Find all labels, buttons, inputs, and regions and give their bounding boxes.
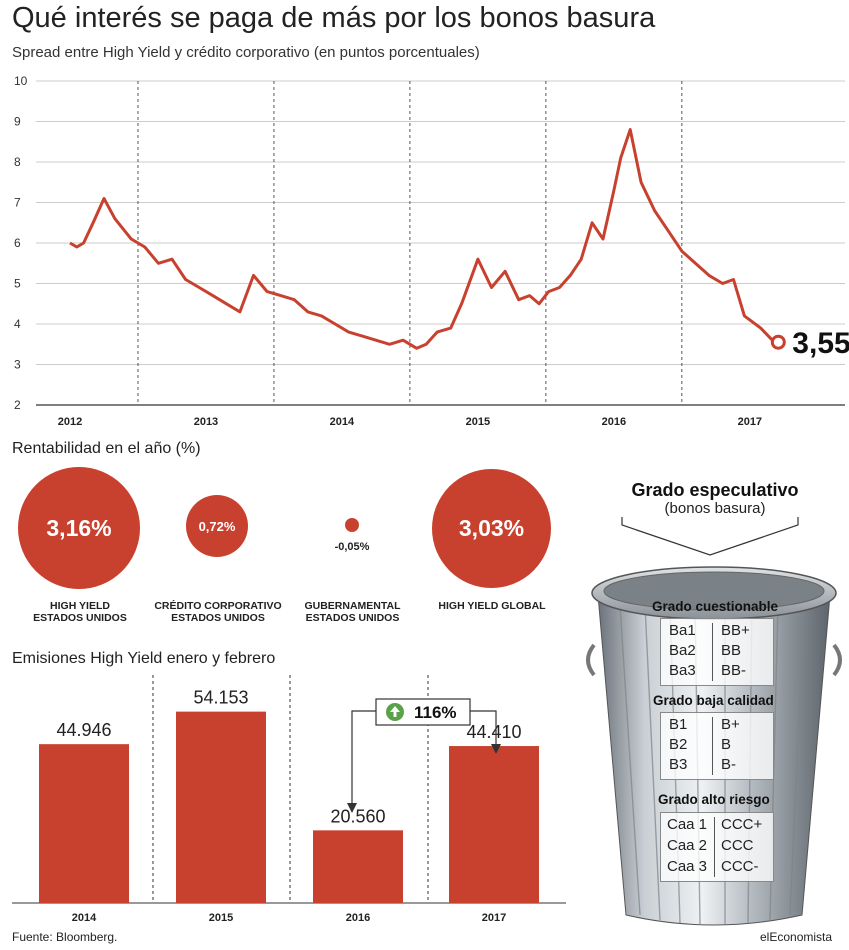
arrow-down-left-icon — [347, 803, 357, 813]
x-tick-label: 2017 — [738, 416, 762, 428]
page-title: Qué interés se paga de más por los bonos… — [12, 2, 656, 34]
bar-2014 — [39, 744, 129, 903]
bar-value-label: 54.153 — [193, 688, 248, 708]
y-tick-label: 10 — [14, 74, 28, 88]
bar-value-label: 44.410 — [466, 722, 521, 742]
y-tick-label: 9 — [14, 115, 21, 129]
bars-group: 44.946 2014 54.153 2015 20.560 2016 44.410 2017 — [39, 688, 539, 924]
brand-logo: elEconomista — [760, 930, 833, 944]
bubble-corporate-us: 0,72% — [186, 495, 248, 557]
bar-value-label: 20.560 — [330, 806, 385, 826]
grade-title-questionable: Grado cuestionable — [652, 599, 779, 614]
y-tick-label: 5 — [14, 277, 21, 291]
bar-2015 — [176, 711, 266, 903]
bar-year-label: 2016 — [346, 912, 370, 924]
spread-series-line — [69, 128, 776, 350]
grade-table-low-quality: B1 B+ B2 B B3 B- — [660, 712, 774, 780]
issuance-section-title: Emisiones High Yield enero y febrero — [12, 650, 276, 667]
y-tick-label: 7 — [14, 196, 21, 210]
line-chart-y-ticks: 10 9 8 7 6 5 4 3 2 — [14, 74, 28, 412]
spread-line-chart: 10 9 8 7 6 5 4 3 2 2012 2013 2014 2015 2016 2017 3,55 — [14, 74, 849, 428]
x-tick-label: 2014 — [330, 416, 355, 428]
bubble-high-yield-global: 3,03% — [432, 469, 551, 588]
grade-table-questionable: Ba1 BB+ Ba2 BB Ba3 BB- — [660, 618, 774, 686]
x-tick-label: 2015 — [466, 416, 490, 428]
issuance-bar-chart: 44.946 2014 54.153 2015 20.560 2016 44.410 2017… — [12, 675, 566, 924]
y-tick-label: 2 — [14, 398, 21, 412]
bar-2017 — [449, 746, 539, 903]
bubble-value: 3,16% — [46, 514, 112, 541]
bar-value-label: 44.946 — [56, 720, 111, 740]
line-chart-x-ticks: 2012 2013 2014 2015 2016 2017 — [58, 416, 762, 428]
y-tick-label: 4 — [14, 317, 21, 331]
x-tick-label: 2012 — [58, 416, 82, 428]
bubble-label-corporate-us: CRÉDITO CORPORATIVO ESTADOS UNIDOS — [154, 600, 282, 624]
junk-title: Grado especulativo — [631, 480, 799, 500]
bubble-high-yield-us: 3,16% — [18, 467, 140, 589]
line-chart-grid — [36, 80, 845, 406]
change-bracket-left — [351, 710, 378, 805]
bar-year-label: 2015 — [209, 912, 233, 924]
bar-year-label: 2014 — [72, 912, 97, 924]
end-point-marker — [770, 334, 786, 350]
source-note: Fuente: Bloomberg. — [12, 930, 118, 944]
bubble-label-high-yield-global: HIGH YIELD GLOBAL — [438, 600, 546, 612]
chart-subtitle: Spread entre High Yield y crédito corpor… — [12, 44, 480, 61]
bar-year-label: 2017 — [482, 912, 506, 924]
x-tick-label: 2013 — [194, 416, 218, 428]
grade-title-high-risk: Grado alto riesgo — [658, 792, 770, 807]
change-bracket-right — [470, 710, 497, 745]
end-point-label: 3,55 — [792, 327, 849, 360]
grade-title-low-quality: Grado baja calidad — [653, 693, 774, 708]
x-tick-label: 2016 — [602, 416, 626, 428]
y-tick-label: 8 — [14, 155, 21, 169]
bubble-government-us — [345, 518, 359, 532]
bubble-label-government-us: GUBERNAMENTAL ESTADOS UNIDOS — [304, 600, 401, 624]
y-tick-label: 3 — [14, 358, 21, 372]
up-arrow-glyph — [390, 706, 400, 717]
junk-subtitle: (bonos basura) — [664, 500, 766, 517]
change-label: 116% — [414, 703, 457, 722]
bubble-value: 3,03% — [458, 515, 525, 541]
bubble-label-high-yield-us: HIGH YIELD ESTADOS UNIDOS — [33, 600, 127, 624]
y-tick-label: 6 — [14, 236, 21, 250]
arrow-down-right-icon — [491, 744, 501, 754]
bubble-value-government-us: -0,05% — [334, 541, 370, 553]
bar-2016 — [313, 830, 403, 903]
bubble-value: 0,72% — [198, 518, 236, 534]
returns-section-title: Rentabilidad en el año (%) — [12, 440, 201, 457]
grade-table-high-risk: Caa 1 CCC+ Caa 2 CCC Caa 3 CCC- — [660, 812, 774, 882]
